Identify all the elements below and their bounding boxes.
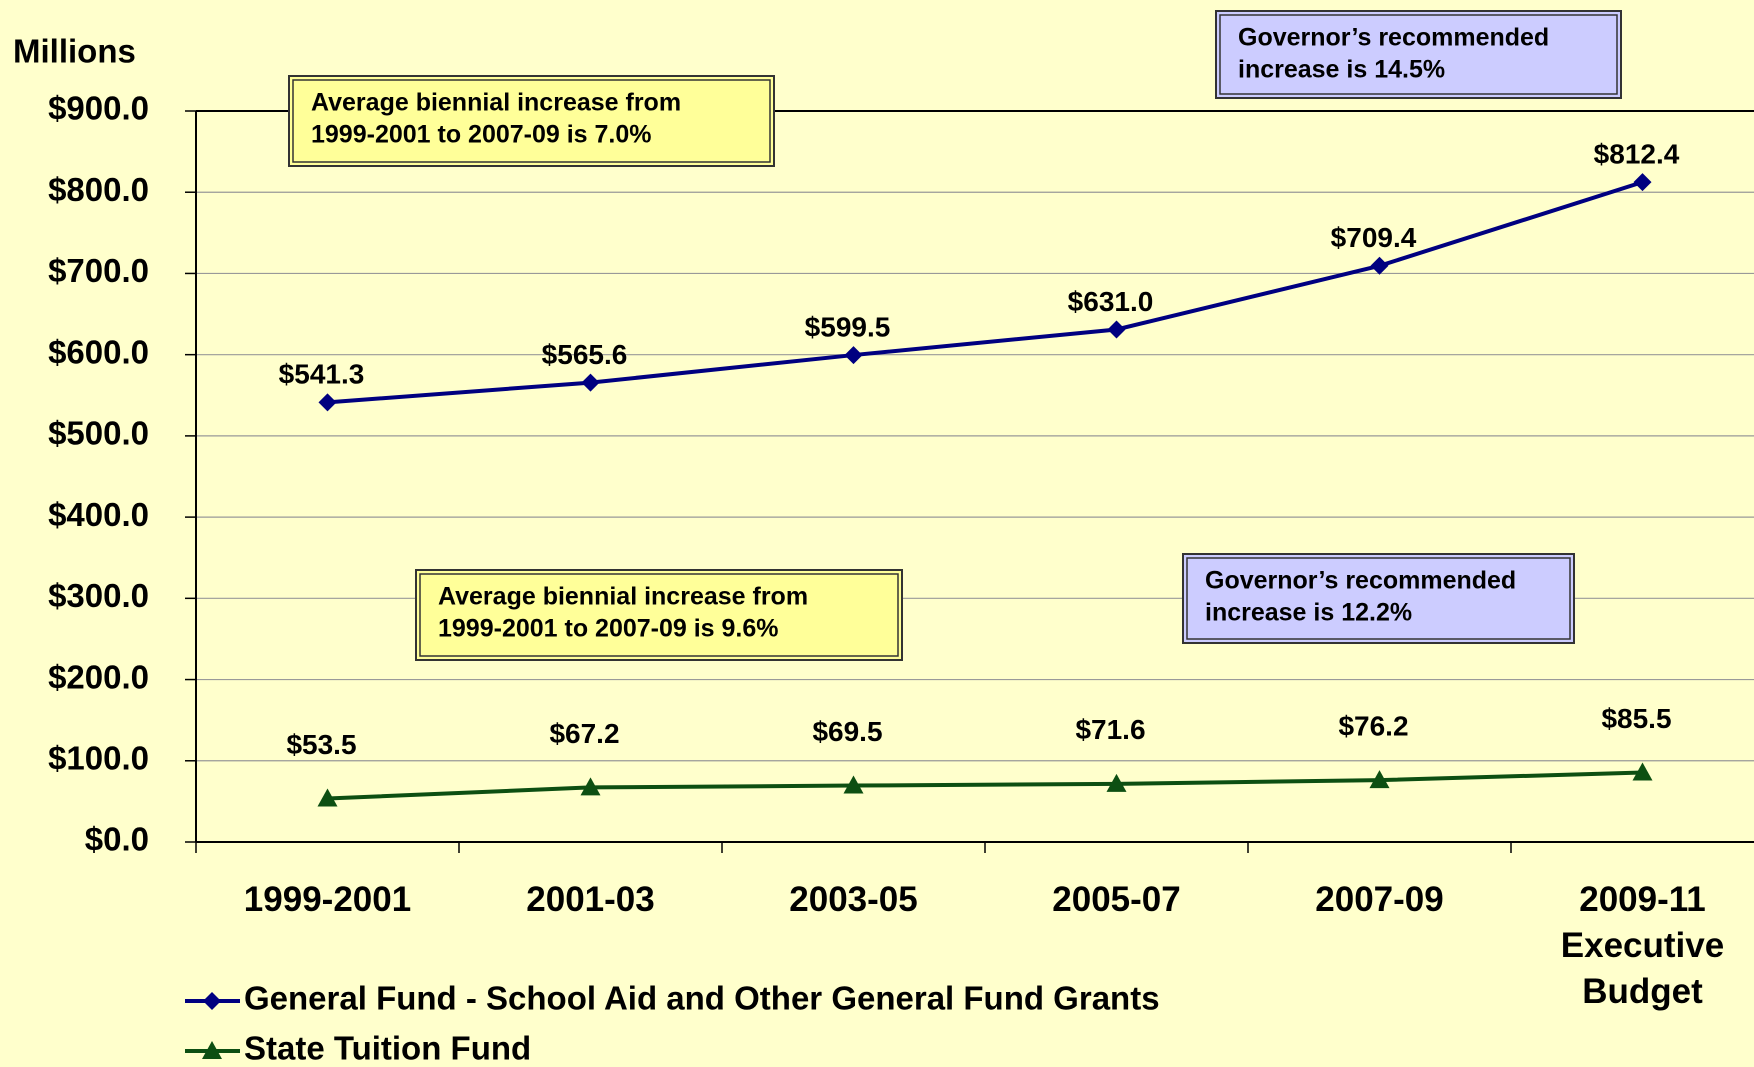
marker (1633, 173, 1652, 192)
marker (1632, 762, 1653, 781)
marker (1106, 773, 1127, 792)
annotation-text: increase is 12.2% (1205, 599, 1412, 627)
marker (1369, 770, 1390, 789)
y-tick-label: $400.0 (48, 496, 149, 533)
annotation-text: Average biennial increase from (438, 583, 808, 611)
data-label: $541.3 (279, 359, 365, 390)
data-label: $599.5 (805, 311, 891, 342)
data-label: $53.5 (286, 729, 356, 760)
x-tick-label: 2005-07 (1052, 880, 1181, 919)
annotation-border (1186, 557, 1571, 640)
annotation-box (1182, 553, 1575, 644)
annotation-border (1219, 14, 1618, 95)
annotation-text: Average biennial increase from (311, 89, 681, 117)
data-label: $812.4 (1594, 139, 1680, 170)
y-tick-label: $0.0 (85, 821, 149, 858)
y-tick-label: $100.0 (48, 739, 149, 776)
data-label: $565.6 (542, 339, 628, 370)
annotation-box (288, 75, 775, 167)
y-tick-label: $300.0 (48, 577, 149, 614)
data-label: $631.0 (1068, 286, 1154, 317)
y-tick-label: $800.0 (48, 171, 149, 208)
data-label: $69.5 (812, 716, 882, 747)
data-label: $709.4 (1331, 222, 1417, 253)
data-label: $67.2 (549, 718, 619, 749)
annotation-text: 1999-2001 to 2007-09 is 9.6% (438, 615, 779, 643)
legend-label: State Tuition Fund (244, 1030, 531, 1067)
y-tick-label: $600.0 (48, 333, 149, 370)
x-tick-label: 2003-05 (789, 880, 918, 919)
line (327, 180, 1644, 405)
x-tick-label: 2001-03 (526, 880, 655, 919)
y-axis-label: Millions (13, 33, 136, 70)
x-tick-label: 2009-11 Executive Budget (1560, 880, 1725, 1011)
marker (843, 775, 864, 794)
legend-label: General Fund - School Aid and Other Gene… (244, 980, 1160, 1017)
data-label: $71.6 (1075, 714, 1145, 745)
annotation-box (1215, 10, 1622, 99)
marker (580, 777, 601, 796)
data-label: $76.2 (1338, 710, 1408, 741)
x-tick-label: 1999-2001 (243, 880, 412, 919)
line (327, 770, 1643, 801)
y-tick-label: $700.0 (48, 252, 149, 289)
annotation-text: increase is 14.5% (1238, 56, 1445, 84)
annotation-text: Governor’s recommended (1205, 567, 1516, 595)
marker (581, 373, 600, 392)
annotation-text: 1999-2001 to 2007-09 is 7.0% (311, 121, 652, 149)
y-tick-label: $200.0 (48, 658, 149, 695)
marker (318, 393, 337, 412)
annotation-border (292, 79, 771, 163)
x-tick-label: 2007-09 (1315, 880, 1444, 919)
marker (844, 346, 863, 365)
data-label: $85.5 (1601, 703, 1671, 734)
marker (202, 1041, 222, 1059)
annotation-text: Governor’s recommended (1238, 24, 1549, 52)
marker (317, 788, 338, 807)
marker (203, 992, 221, 1010)
y-tick-label: $500.0 (48, 415, 149, 452)
annotation-box (415, 569, 903, 661)
marker (1370, 256, 1389, 275)
annotation-border (419, 573, 899, 657)
marker (1107, 320, 1126, 339)
y-tick-label: $900.0 (48, 90, 149, 127)
